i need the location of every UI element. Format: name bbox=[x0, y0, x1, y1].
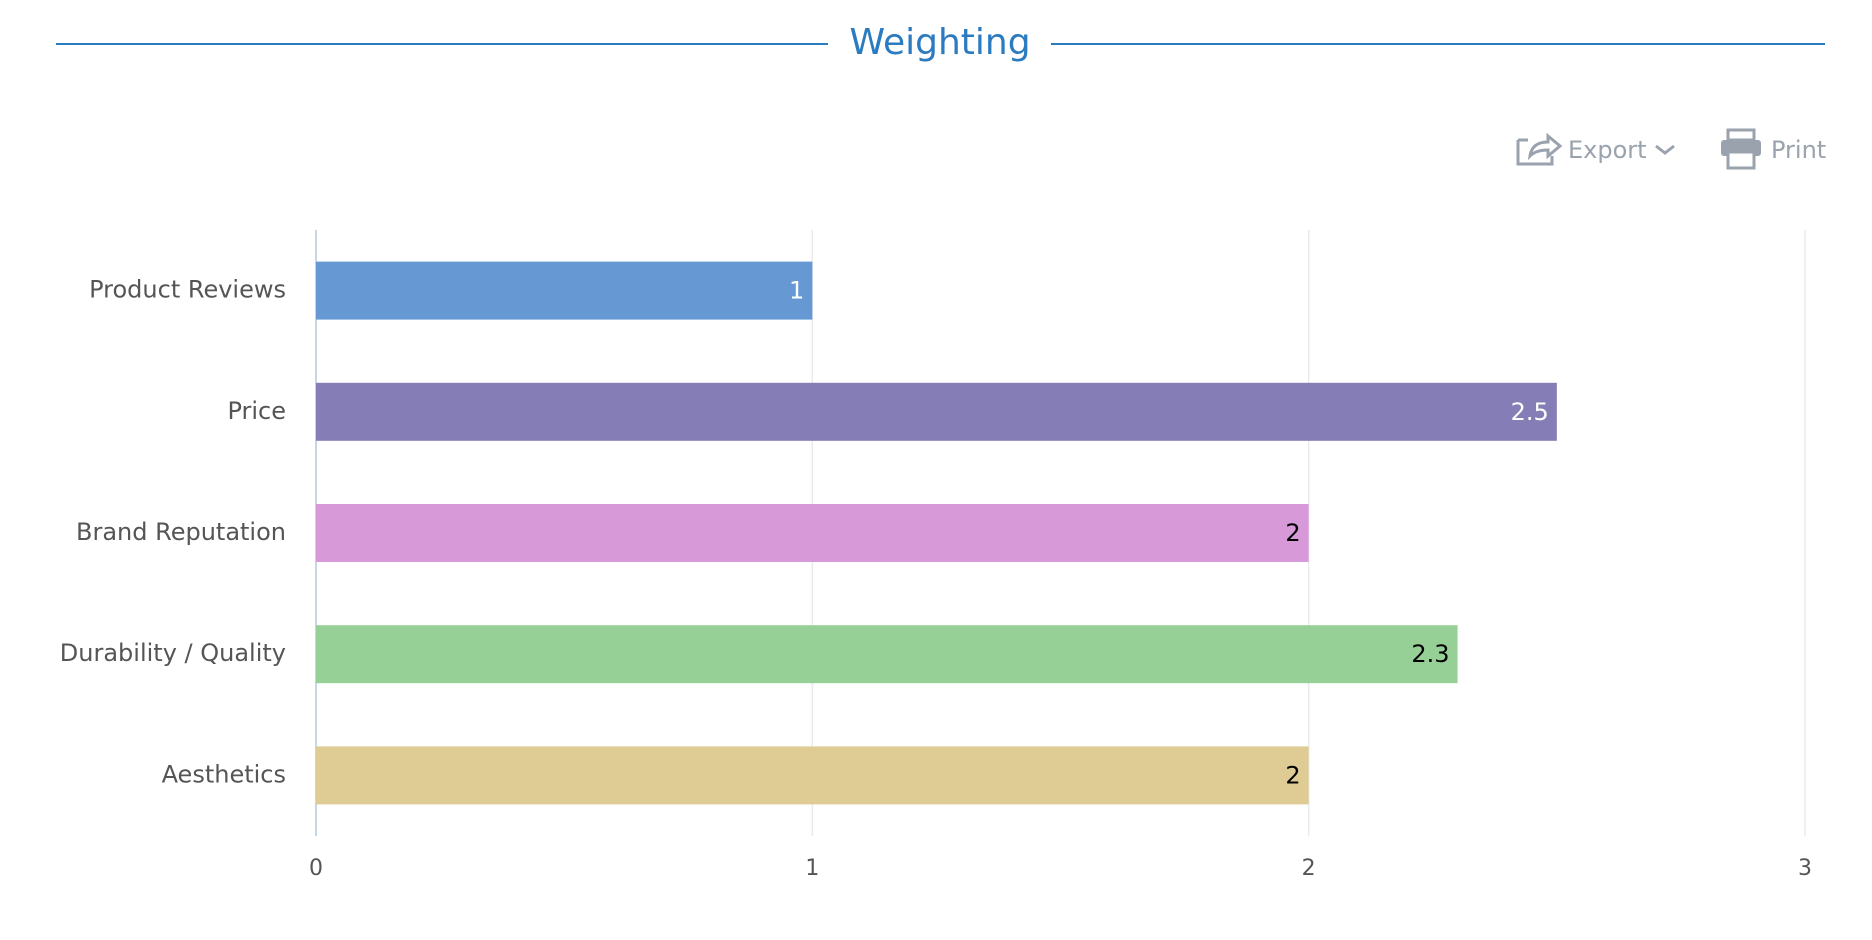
print-icon bbox=[1726, 150, 1756, 170]
bar bbox=[316, 625, 1458, 684]
chart-title: Weighting bbox=[849, 22, 1030, 63]
value-label: 2.5 bbox=[1511, 398, 1549, 426]
y-tick-label: Brand Reputation bbox=[76, 518, 286, 546]
x-tick-label: 1 bbox=[805, 856, 819, 881]
value-label: 2 bbox=[1285, 519, 1300, 547]
bar bbox=[316, 746, 1309, 805]
y-tick-label: Durability / Quality bbox=[60, 639, 286, 667]
print-label: Print bbox=[1771, 136, 1826, 164]
bar bbox=[316, 504, 1309, 562]
bar bbox=[316, 261, 813, 320]
value-label: 1 bbox=[789, 277, 804, 305]
export-caret bbox=[1655, 144, 1675, 155]
value-label: 2 bbox=[1285, 761, 1300, 789]
value-label: 2.3 bbox=[1411, 640, 1449, 668]
bar bbox=[316, 382, 1557, 441]
x-tick-label: 0 bbox=[309, 856, 323, 881]
y-tick-label: Product Reviews bbox=[89, 276, 286, 304]
export-button[interactable]: Export bbox=[1516, 132, 1675, 166]
export-icon bbox=[1516, 132, 1563, 166]
y-tick-label: Price bbox=[227, 397, 286, 425]
x-tick-label: 3 bbox=[1798, 856, 1812, 881]
y-tick-label: Aesthetics bbox=[162, 760, 286, 788]
print-icon bbox=[1726, 128, 1756, 142]
print-button[interactable]: Print bbox=[1721, 128, 1826, 170]
x-tick-label: 2 bbox=[1302, 856, 1316, 881]
export-label: Export bbox=[1568, 136, 1647, 164]
